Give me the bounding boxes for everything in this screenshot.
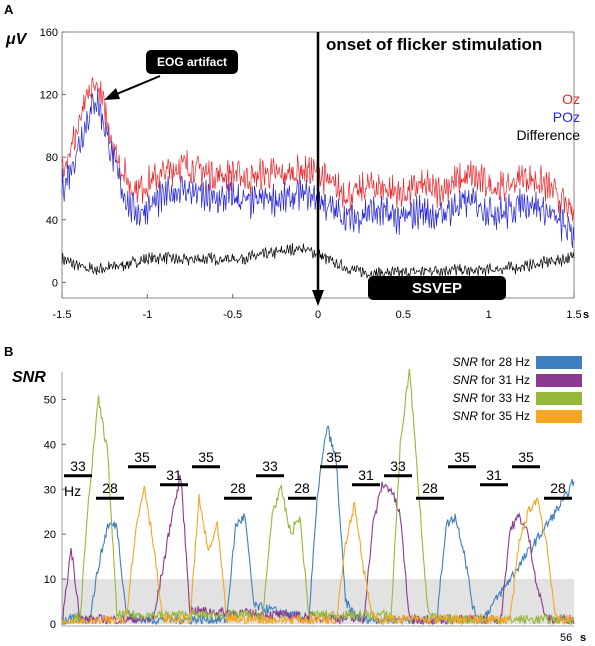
- panel-b-ylabel: SNR: [12, 369, 46, 386]
- panel-a-ytick-label: 160: [40, 27, 58, 39]
- panel-b-ytick-label: 50: [44, 394, 56, 406]
- legend-b-label: SNR for 31 Hz: [453, 373, 530, 387]
- panel-a-xtick-label: -1.5: [53, 309, 72, 321]
- onset-arrow-head: [312, 290, 324, 306]
- panel-a-xtick-label: -1: [142, 309, 152, 321]
- frequency-segment-label: 33: [70, 458, 86, 474]
- panel-a-label: A: [4, 2, 14, 17]
- legend-poz: POz: [553, 109, 580, 125]
- legend-difference: Difference: [516, 127, 580, 143]
- legend-b-label-italic: SNR: [453, 409, 479, 423]
- frequency-segment-label: 33: [262, 458, 278, 474]
- panel-a-ytick-label: 0: [52, 277, 58, 289]
- frequency-segment-label: 35: [134, 449, 150, 465]
- panel-a-xtick-label: -0.5: [223, 309, 242, 321]
- frequency-segment-label: 31: [358, 467, 374, 483]
- frequency-segment-label: 28: [102, 480, 118, 496]
- frequency-segment-label: 35: [454, 449, 470, 465]
- panel-a-yticks: 0 40 80 120 160: [40, 27, 66, 289]
- panel-a-xtick-label: 0: [315, 309, 321, 321]
- panel-a-ytick-label: 40: [46, 215, 58, 227]
- legend-b-label: SNR for 28 Hz: [453, 355, 530, 369]
- panel-b-ytick-label: 30: [44, 484, 56, 496]
- frequency-segment-label: 35: [198, 449, 214, 465]
- frequency-segment-label: 35: [518, 449, 534, 465]
- panel-b-ytick-label: 20: [44, 529, 56, 541]
- panel-b-series: [61, 368, 575, 626]
- panel-b-frequency-segments: 33 28 35 31 35 28 33 28 35 31 33 28 35 31 35 28: [64, 449, 572, 500]
- legend-b-label-rest: for 31 Hz: [478, 373, 530, 387]
- onset-label: onset of flicker stimulation: [326, 35, 542, 54]
- eog-arrow-head: [104, 88, 120, 100]
- eog-label-box: [146, 50, 238, 74]
- panel-a-xtick-label: 0.5: [396, 309, 411, 321]
- legend-b-label-italic: SNR: [453, 355, 479, 369]
- frequency-segment-label: 33: [390, 458, 406, 474]
- legend-b-swatch: [536, 410, 582, 423]
- panel-a-xticks: -1.5 -1 -0.5 0 0.5 1 1.5: [53, 294, 582, 321]
- panel-b-label: B: [4, 344, 13, 359]
- legend-b-label: SNR for 33 Hz: [453, 391, 530, 405]
- panel-b-ytick-label: 40: [44, 439, 56, 451]
- snr-line-3: [61, 485, 575, 626]
- panel-b-ytick-label: 10: [44, 574, 56, 586]
- panel-a-x-unit: s: [583, 309, 589, 321]
- ssvep-label: SSVEP: [412, 280, 462, 297]
- panel-b-ytick-label: 0: [50, 619, 56, 631]
- ssvep-label-box: [368, 276, 506, 300]
- frequency-segment-label: 35: [326, 449, 342, 465]
- segment-hz-unit: Hz: [64, 483, 81, 499]
- legend-b-label-italic: SNR: [453, 391, 479, 405]
- eog-arrow-line: [111, 75, 161, 97]
- frequency-segment-label: 28: [422, 480, 438, 496]
- frequency-segment-label: 31: [166, 467, 182, 483]
- legend-b-swatch: [536, 374, 582, 387]
- panel-b-x-unit: s: [580, 632, 586, 644]
- panel-a-ytick-label: 120: [40, 90, 58, 102]
- legend-b-label: SNR for 35 Hz: [453, 409, 530, 423]
- frequency-segment-label: 28: [230, 480, 246, 496]
- panel-b-yticks: 0 10 20 30 40 50: [44, 394, 66, 631]
- panel-a-ytick-label: 80: [46, 152, 58, 164]
- panel-a-ylabel: μV: [5, 31, 28, 48]
- legend-b-swatch: [536, 356, 582, 369]
- legend-b-label-italic: SNR: [453, 373, 479, 387]
- panel-a-xtick-label: 1: [486, 309, 492, 321]
- legend-b-label-rest: for 28 Hz: [478, 355, 530, 369]
- legend-oz: Oz: [562, 91, 580, 107]
- frequency-segment-label: 31: [486, 467, 502, 483]
- legend-b-label-rest: for 33 Hz: [478, 391, 530, 405]
- snr-line-0: [61, 424, 575, 626]
- panel-a-xtick-label: 1.5: [566, 309, 581, 321]
- legend-b-swatch: [536, 392, 582, 405]
- panel-b-x-end: 56: [560, 632, 572, 644]
- eog-label: EOG artifact: [157, 55, 227, 69]
- frequency-segment-label: 28: [294, 480, 310, 496]
- frequency-segment-label: 28: [550, 480, 566, 496]
- legend-b-label-rest: for 35 Hz: [478, 409, 530, 423]
